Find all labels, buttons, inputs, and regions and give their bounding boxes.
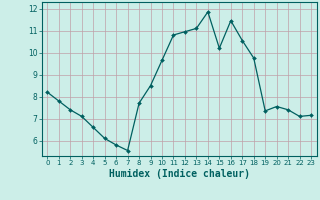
X-axis label: Humidex (Indice chaleur): Humidex (Indice chaleur) — [109, 169, 250, 179]
